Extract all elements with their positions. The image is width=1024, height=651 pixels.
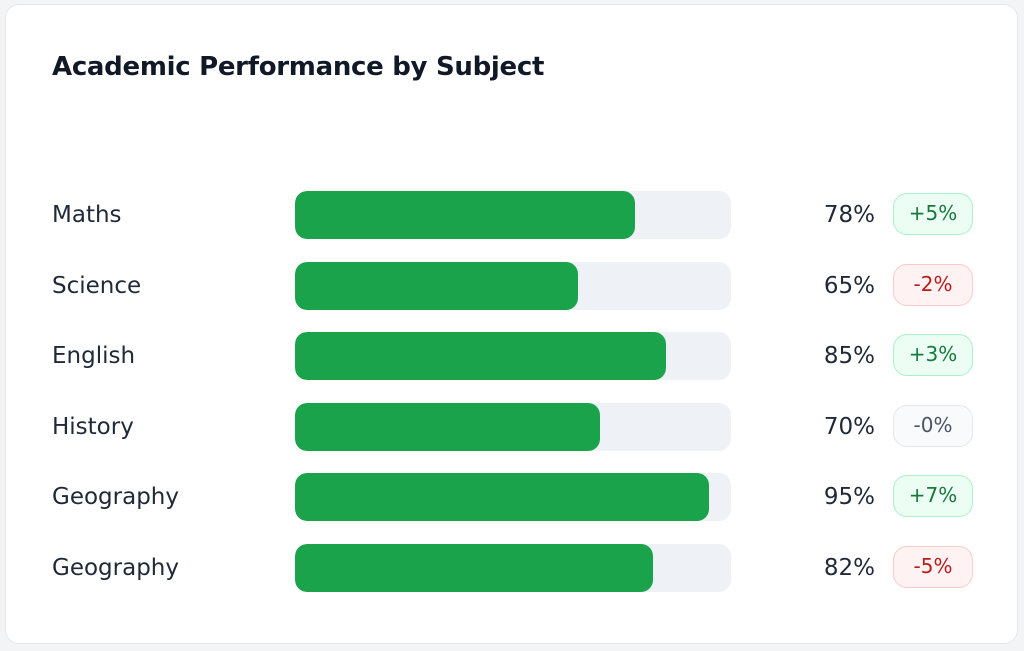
bar-track: [295, 332, 731, 381]
category-label: Science: [52, 272, 142, 299]
category-label: Geography: [52, 555, 179, 581]
category-label: English: [52, 343, 136, 370]
category-label: History: [52, 413, 134, 440]
chart-row: Maths 78% +5%: [6, 191, 1017, 239]
bar-track: [295, 191, 731, 239]
bar-track: [295, 544, 731, 592]
change-badge: +3%: [893, 334, 973, 377]
change-badge: -0%: [893, 404, 973, 447]
change-badge: +7%: [893, 475, 973, 518]
value-label: 65%: [823, 272, 875, 299]
bar-fill: [295, 261, 579, 310]
change-badge: +5%: [893, 193, 973, 235]
bar-fill: [295, 402, 601, 451]
change-badge: -2%: [893, 263, 973, 306]
chart-row: Geography 95% +7%: [6, 473, 1017, 522]
value-label: 78%: [823, 202, 875, 228]
bar-track: [295, 402, 731, 451]
category-label: Maths: [52, 202, 122, 228]
change-badge: -5%: [893, 546, 973, 588]
chart-row: Science 65% -2%: [6, 261, 1017, 310]
bar-fill: [295, 332, 666, 381]
chart-card: Academic Performance by Subject Maths 78%…: [5, 4, 1018, 644]
bar-fill: [295, 473, 710, 522]
chart-title: Academic Performance by Subject: [52, 52, 545, 82]
bar-fill: [295, 191, 636, 239]
category-label: Geography: [52, 484, 179, 511]
bar-fill: [295, 544, 653, 592]
bar-track: [295, 261, 731, 310]
bar-track: [295, 473, 731, 522]
value-label: 70%: [823, 413, 875, 440]
chart-row: History 70% -0%: [6, 402, 1017, 451]
chart-row: Geography 82% -5%: [6, 544, 1017, 592]
value-label: 82%: [823, 555, 875, 581]
value-label: 95%: [823, 484, 875, 511]
value-label: 85%: [823, 343, 875, 370]
chart-row: English 85% +3%: [6, 332, 1017, 381]
